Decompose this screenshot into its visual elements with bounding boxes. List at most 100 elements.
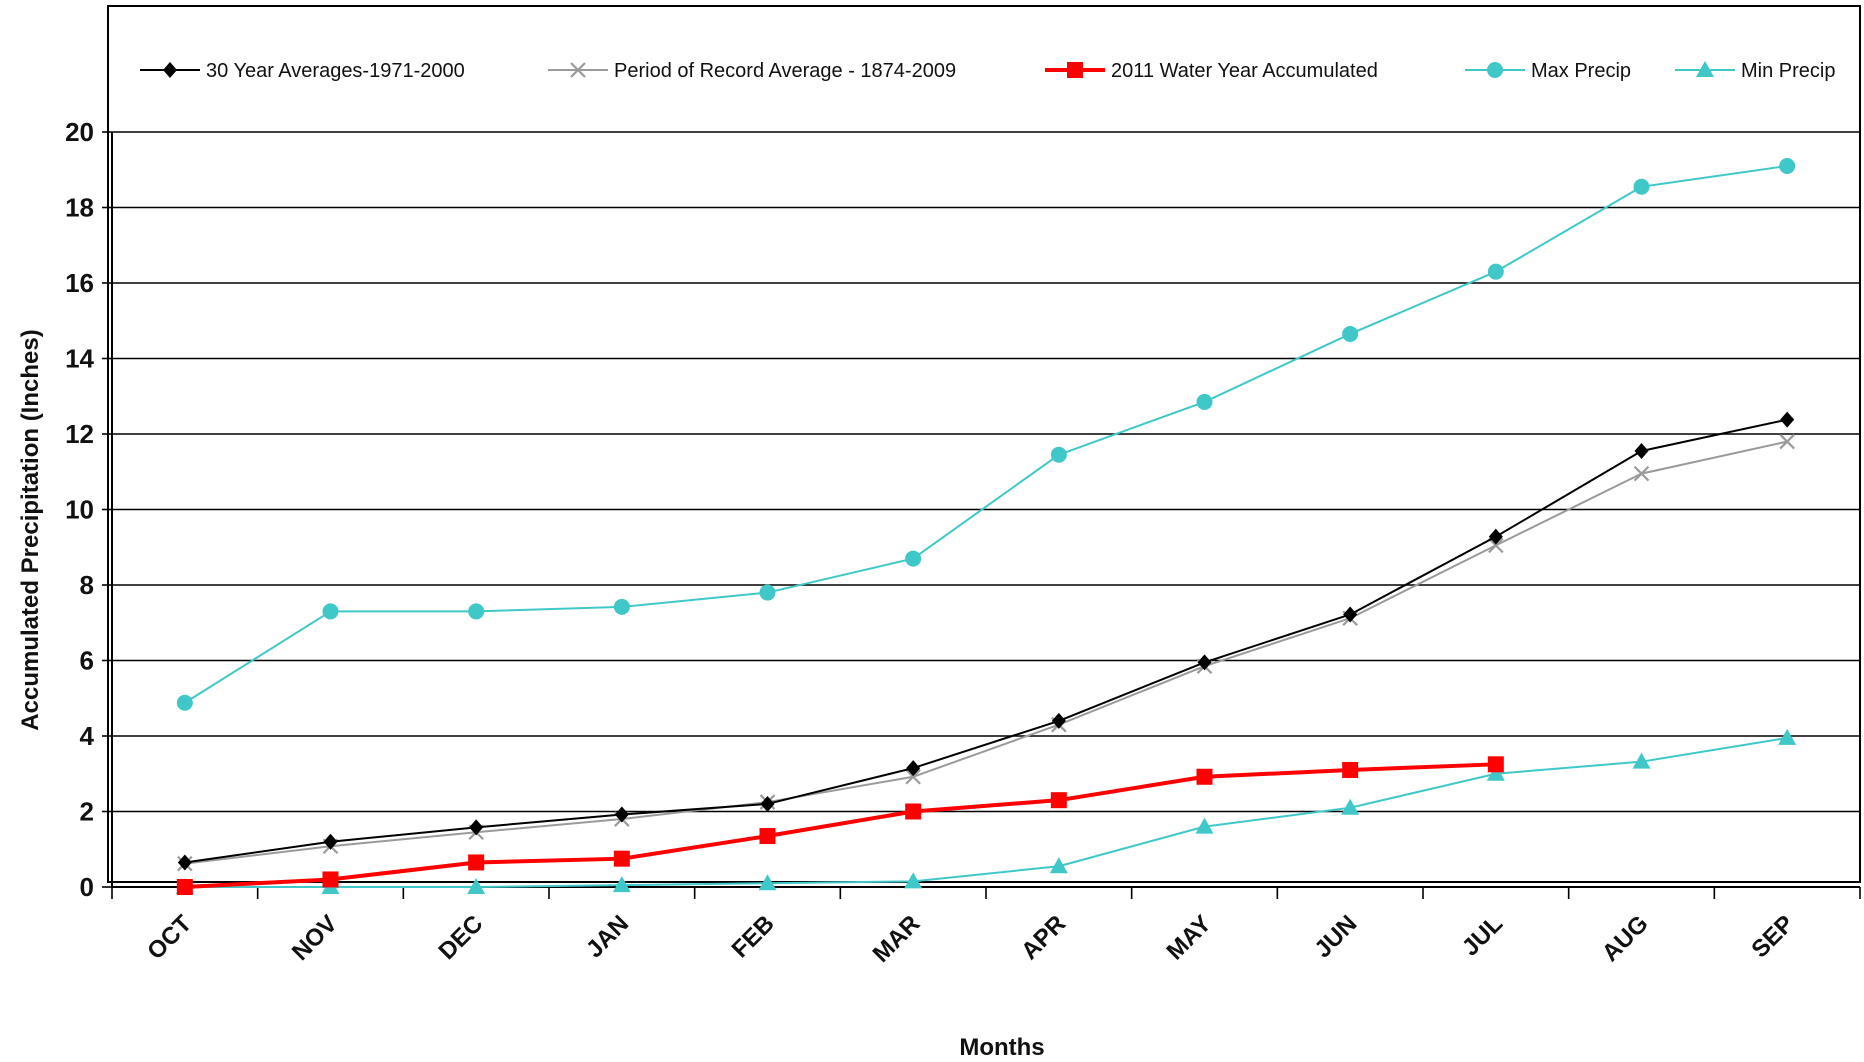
legend-swatch-marker	[1487, 62, 1503, 78]
legend-label: 2011 Water Year Accumulated	[1111, 60, 1378, 82]
y-tick-label: 12	[65, 419, 94, 449]
data-point	[906, 760, 921, 777]
x-axis-ticks: OCT NOV DEC JAN FEB MAR APR MAY JUN JUL AUG SEP	[111, 887, 1861, 968]
legend-item-4: Min Precip	[1675, 60, 1835, 82]
data-point	[1342, 325, 1359, 342]
x-tick-label-aug: AUG	[1597, 910, 1654, 967]
data-point	[1780, 411, 1795, 428]
data-point	[1487, 263, 1504, 280]
marker-stroke	[1633, 465, 1650, 482]
data-point	[905, 768, 921, 785]
x-tick-label-dec: DEC	[433, 910, 488, 965]
y-axis-ticks: 0 2 4 6 8 10 12 14 16 18 20	[65, 117, 112, 902]
data-point	[1197, 654, 1212, 671]
legend-item-1: Period of Record Average - 1874-2009	[548, 60, 956, 82]
data-point	[1343, 606, 1358, 623]
series-line	[184, 440, 1788, 865]
data-point	[467, 878, 486, 894]
x-tick-label-oct: OCT	[142, 910, 197, 965]
data-point	[1050, 792, 1067, 809]
data-point	[760, 795, 775, 812]
data-point	[323, 833, 338, 850]
y-tick-label: 4	[80, 721, 95, 751]
legend-label: Max Precip	[1531, 60, 1631, 82]
data-point	[469, 819, 484, 836]
legend-item-3: Max Precip	[1465, 60, 1631, 82]
data-point	[468, 854, 485, 871]
x-tick-label-sep: SEP	[1746, 910, 1799, 963]
data-point	[614, 806, 629, 823]
series-layer	[175, 157, 1797, 895]
y-tick-label: 2	[80, 797, 94, 827]
legend-swatch-marker	[1067, 62, 1083, 78]
data-point	[1779, 157, 1796, 174]
data-point	[176, 879, 193, 895]
data-point	[468, 603, 485, 620]
series-0	[177, 411, 1795, 871]
data-point	[1633, 178, 1650, 195]
data-point	[176, 694, 193, 711]
data-point	[904, 872, 923, 889]
series-2	[176, 756, 1504, 895]
y-tick-label: 10	[65, 495, 94, 525]
data-point	[1341, 798, 1360, 815]
data-point	[759, 828, 776, 845]
legend-label: Min Precip	[1741, 60, 1835, 82]
data-point	[1196, 768, 1213, 785]
data-point	[905, 550, 922, 567]
legend-label: Period of Record Average - 1874-2009	[614, 60, 956, 82]
data-point	[1779, 433, 1795, 450]
y-tick-label: 16	[65, 268, 94, 298]
data-point	[905, 803, 922, 820]
legend-item-0: 30 Year Averages-1971-2000	[140, 60, 465, 82]
chart-legend: 30 Year Averages-1971-2000 Period of Reco…	[140, 60, 1835, 82]
data-point	[1488, 537, 1504, 554]
data-point	[612, 876, 631, 893]
data-point	[1050, 446, 1067, 463]
legend-label: 30 Year Averages-1971-2000	[206, 60, 465, 82]
y-tick-label: 18	[65, 193, 94, 223]
x-tick-label-may: MAY	[1161, 910, 1216, 965]
marker-stroke	[1488, 537, 1504, 554]
series-line	[184, 762, 1496, 889]
data-point	[1049, 857, 1068, 874]
y-tick-label: 20	[65, 117, 94, 147]
x-tick-label-feb: FEB	[727, 910, 780, 963]
legend-swatch-marker	[570, 62, 586, 78]
series-line	[184, 418, 1788, 864]
x-tick-label-mar: MAR	[868, 910, 926, 968]
x-tick-label-jan: JAN	[581, 910, 634, 963]
data-point	[177, 854, 192, 871]
data-point	[759, 584, 776, 601]
data-point	[322, 603, 339, 620]
marker-stroke	[570, 62, 586, 78]
marker-stroke	[905, 768, 921, 785]
x-tick-label-apr: APR	[1016, 910, 1071, 965]
legend-swatch-marker	[1696, 61, 1714, 77]
series-3	[176, 157, 1796, 711]
data-point	[758, 874, 777, 891]
y-tick-label: 6	[80, 646, 94, 676]
x-tick-label-jul: JUL	[1457, 910, 1508, 961]
marker-stroke	[1779, 433, 1795, 450]
data-point	[1486, 764, 1505, 781]
y-tick-label: 0	[80, 872, 94, 902]
data-point	[1634, 442, 1649, 459]
data-point	[322, 871, 339, 888]
data-point	[613, 598, 630, 615]
data-point	[1196, 393, 1213, 410]
data-point	[1487, 756, 1504, 773]
legend-swatch-marker	[163, 62, 177, 78]
legend-item-2: 2011 Water Year Accumulated	[1045, 60, 1378, 82]
series-line	[184, 736, 1788, 888]
y-tick-label: 8	[80, 570, 94, 600]
data-point	[1051, 712, 1066, 729]
data-point	[1632, 752, 1651, 769]
data-point	[613, 850, 630, 867]
data-point	[1778, 728, 1797, 745]
x-axis-title: Months	[959, 1034, 1044, 1061]
x-tick-label-jun: JUN	[1309, 910, 1362, 963]
series-line	[184, 164, 1788, 704]
y-axis-title: Accumulated Precipitation (Inches)	[17, 329, 44, 730]
data-point	[1195, 817, 1214, 834]
